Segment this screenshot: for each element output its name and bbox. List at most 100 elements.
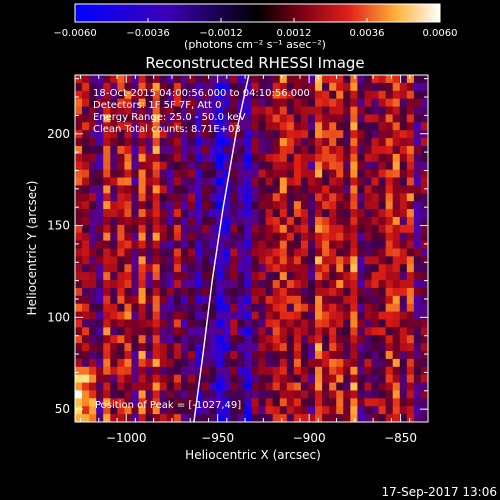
heatmap-cell xyxy=(315,122,323,131)
heatmap-cell xyxy=(180,122,189,131)
heatmap-cell xyxy=(307,122,316,131)
heatmap-cell xyxy=(265,98,274,108)
heatmap-cell xyxy=(237,232,246,242)
heatmap-cell xyxy=(89,169,97,179)
heatmap-cell xyxy=(336,169,344,179)
heatmap-cell xyxy=(300,122,309,131)
heatmap-cell xyxy=(89,319,97,328)
heatmap-cell xyxy=(251,366,260,376)
heatmap-cell xyxy=(371,287,380,297)
heatmap-cell xyxy=(315,398,323,407)
heatmap-cell xyxy=(75,398,83,407)
heatmap-cell xyxy=(159,272,168,281)
heatmap-cell xyxy=(406,264,415,273)
heatmap-cell xyxy=(251,248,260,257)
heatmap-cell xyxy=(385,287,394,297)
heatmap-cell xyxy=(216,145,224,155)
heatmap-cell xyxy=(209,106,217,116)
heatmap-cell xyxy=(307,145,316,155)
heatmap-cell xyxy=(420,374,428,384)
heatmap-cell xyxy=(251,303,260,313)
heatmap-cell xyxy=(195,280,203,289)
heatmap-cell xyxy=(187,382,196,392)
heatmap-cell xyxy=(357,138,366,147)
heatmap-cell xyxy=(159,358,168,368)
heatmap-cell xyxy=(89,374,97,384)
heatmap-cell xyxy=(96,335,104,344)
heatmap-cell xyxy=(350,209,358,218)
heatmap-cell xyxy=(343,358,351,368)
heatmap-cell xyxy=(166,169,175,179)
heatmap-cell xyxy=(216,185,224,194)
heatmap-cell xyxy=(173,185,182,194)
heatmap-cell xyxy=(343,90,351,100)
heatmap-cell xyxy=(413,264,422,273)
heatmap-cell xyxy=(420,406,428,415)
heatmap-cell xyxy=(385,232,394,242)
heatmap-cell xyxy=(399,193,408,202)
heatmap-cell xyxy=(230,153,238,163)
heatmap-cell xyxy=(180,193,189,202)
heatmap-cell xyxy=(237,224,246,234)
heatmap-cell xyxy=(117,319,126,328)
heatmap-cell xyxy=(159,335,168,344)
heatmap-cell xyxy=(117,75,126,84)
heatmap-cell xyxy=(307,153,316,163)
heatmap-cell xyxy=(202,177,210,187)
heatmap-cell xyxy=(180,130,189,139)
heatmap-cell xyxy=(209,209,217,218)
heatmap-cell xyxy=(209,264,217,273)
heatmap-cell xyxy=(173,335,182,344)
heatmap-cell xyxy=(138,75,147,84)
heatmap-cell xyxy=(209,335,217,344)
heatmap-cell xyxy=(110,130,118,139)
heatmap-cell xyxy=(202,153,210,163)
heatmap-cell xyxy=(138,390,147,399)
heatmap-cell xyxy=(357,106,366,116)
heatmap-cell xyxy=(173,406,182,415)
heatmap-cell xyxy=(272,335,281,344)
heatmap-cell xyxy=(286,351,295,360)
heatmap-cell xyxy=(89,75,97,84)
heatmap-cell xyxy=(195,327,203,336)
heatmap-cell xyxy=(223,327,231,336)
heatmap-cell xyxy=(110,122,118,131)
heatmap-cell xyxy=(159,414,168,422)
heatmap-cell xyxy=(378,272,387,281)
heatmap-cell xyxy=(138,201,147,210)
heatmap-cell xyxy=(286,75,295,84)
heatmap-cell xyxy=(145,366,154,376)
heatmap-cell xyxy=(138,138,147,147)
heatmap-cell xyxy=(202,374,210,384)
heatmap-cell xyxy=(350,82,358,92)
heatmap-cell xyxy=(343,169,351,179)
heatmap-cell xyxy=(103,280,111,289)
heatmap-cell xyxy=(350,114,358,123)
heatmap-cell xyxy=(187,335,196,344)
heatmap-cell xyxy=(187,264,196,273)
heatmap-cell xyxy=(399,390,408,399)
heatmap-cell xyxy=(413,82,422,92)
heatmap-cell xyxy=(131,272,140,281)
heatmap-cell xyxy=(413,153,422,163)
heatmap-cell xyxy=(329,319,337,328)
heatmap-cell xyxy=(286,153,295,163)
heatmap-cell xyxy=(385,216,394,226)
heatmap-cell xyxy=(96,201,104,210)
heatmap-cell xyxy=(209,374,217,384)
heatmap-cell xyxy=(152,414,161,422)
heatmap-cell xyxy=(336,145,344,155)
heatmap-cell xyxy=(378,382,387,392)
heatmap-cell xyxy=(265,406,274,415)
heatmap-cell xyxy=(286,177,295,187)
heatmap-cell xyxy=(173,382,182,392)
heatmap-cell xyxy=(223,169,231,179)
heatmap-cell xyxy=(272,248,281,257)
heatmap-cell xyxy=(124,114,133,123)
heatmap-cell xyxy=(371,414,380,422)
heatmap-cell xyxy=(180,90,189,100)
heatmap-cell xyxy=(385,406,394,415)
heatmap-cell xyxy=(230,390,238,399)
heatmap-cell xyxy=(343,287,351,297)
heatmap-cell xyxy=(385,414,394,422)
